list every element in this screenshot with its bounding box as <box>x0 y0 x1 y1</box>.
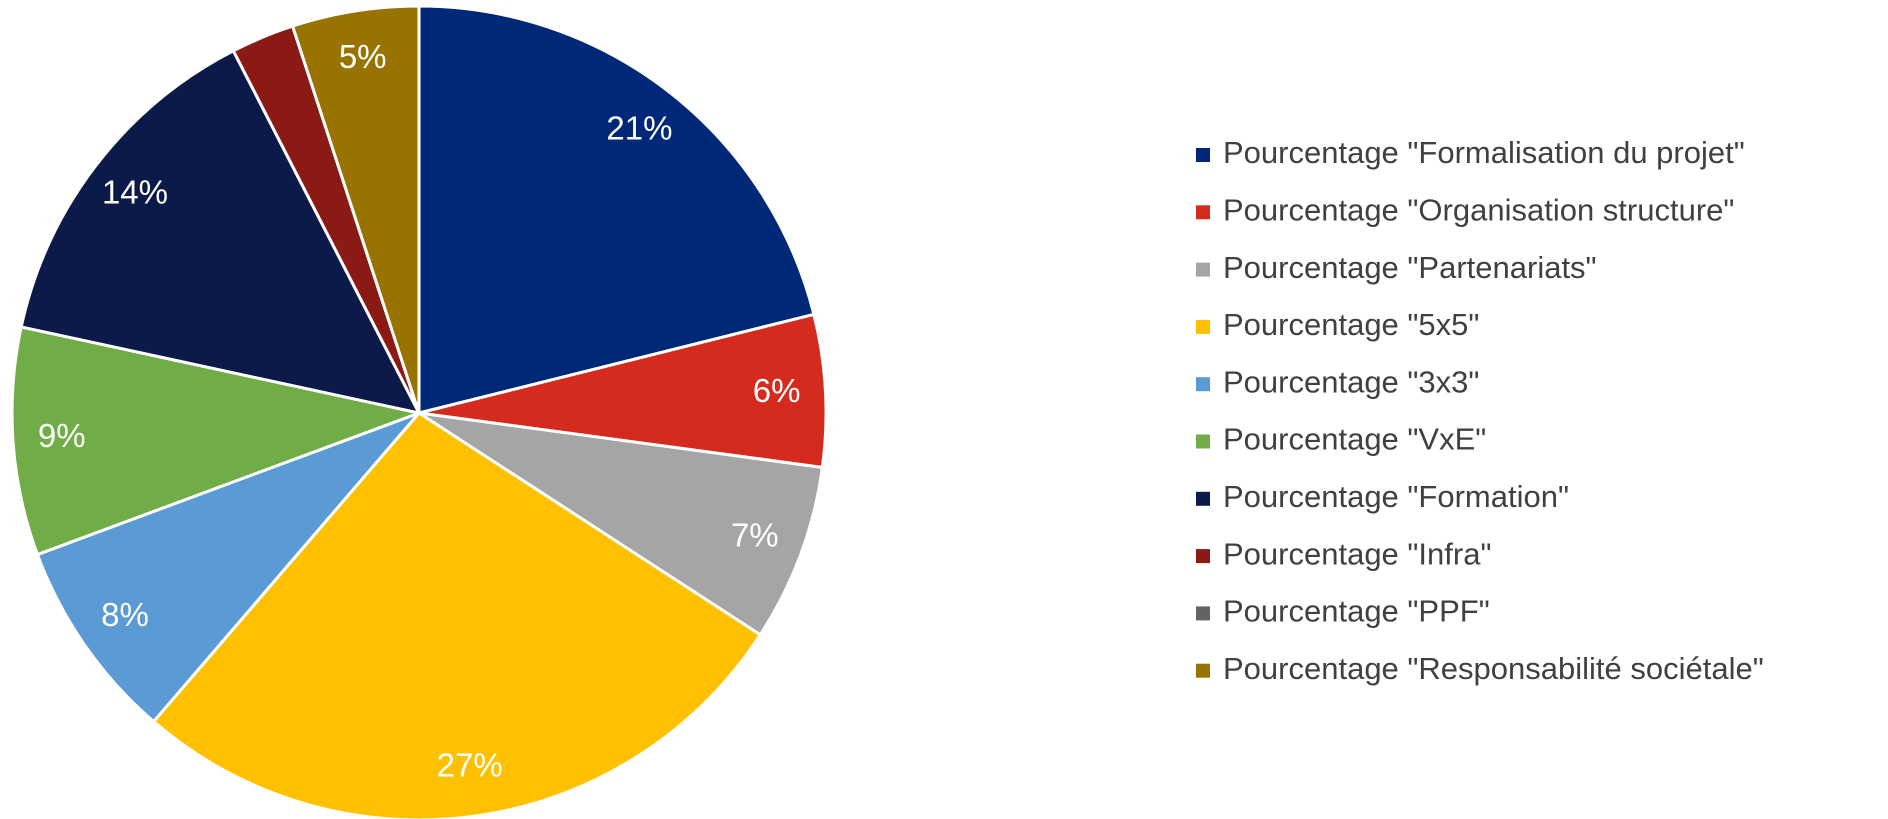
pie-slice <box>418 411 825 637</box>
legend-swatch <box>1196 148 1210 162</box>
pie-slice <box>10 325 425 557</box>
pie-slice <box>290 4 421 414</box>
data-label: 9% <box>38 417 86 454</box>
legend-label: Pourcentage "Formation" <box>1223 479 1569 514</box>
legend-label: Pourcentage "5x5" <box>1223 307 1479 342</box>
legend-swatch <box>1196 663 1210 678</box>
legend-swatch <box>1196 262 1210 277</box>
legend-swatch <box>1196 319 1210 334</box>
legend-label: Pourcentage "Infra" <box>1223 536 1491 571</box>
pie-slice <box>151 411 763 819</box>
legend-swatch <box>1196 434 1210 449</box>
legend-label: Pourcentage "3x3" <box>1223 364 1479 399</box>
legend-swatch <box>1196 377 1210 392</box>
pie-slice <box>418 312 828 470</box>
legend-label: Pourcentage "Partenariats" <box>1223 250 1597 285</box>
data-label: 21% <box>606 109 672 146</box>
legend-swatch <box>1196 491 1210 506</box>
legend-label: Pourcentage "Responsabilité sociétale" <box>1223 651 1764 686</box>
legend-swatch <box>1196 606 1210 621</box>
data-label: 5% <box>339 38 387 75</box>
data-label: 8% <box>101 596 149 633</box>
legend-swatch <box>1196 549 1210 564</box>
legend-label: Pourcentage "PPF" <box>1223 594 1490 629</box>
pie-slice <box>417 4 816 415</box>
data-label: 7% <box>731 516 779 553</box>
pie-slice <box>19 48 422 416</box>
legend-swatch <box>1196 205 1210 220</box>
legend-label: Pourcentage "Organisation structure" <box>1223 192 1734 227</box>
data-label: 6% <box>753 372 801 409</box>
data-label: 14% <box>102 173 168 210</box>
pie-slice <box>35 411 421 724</box>
legend-label: Pourcentage "VxE" <box>1223 422 1486 457</box>
legend-label: Pourcentage "Formalisation du projet" <box>1223 135 1745 170</box>
data-label: 27% <box>437 746 503 783</box>
